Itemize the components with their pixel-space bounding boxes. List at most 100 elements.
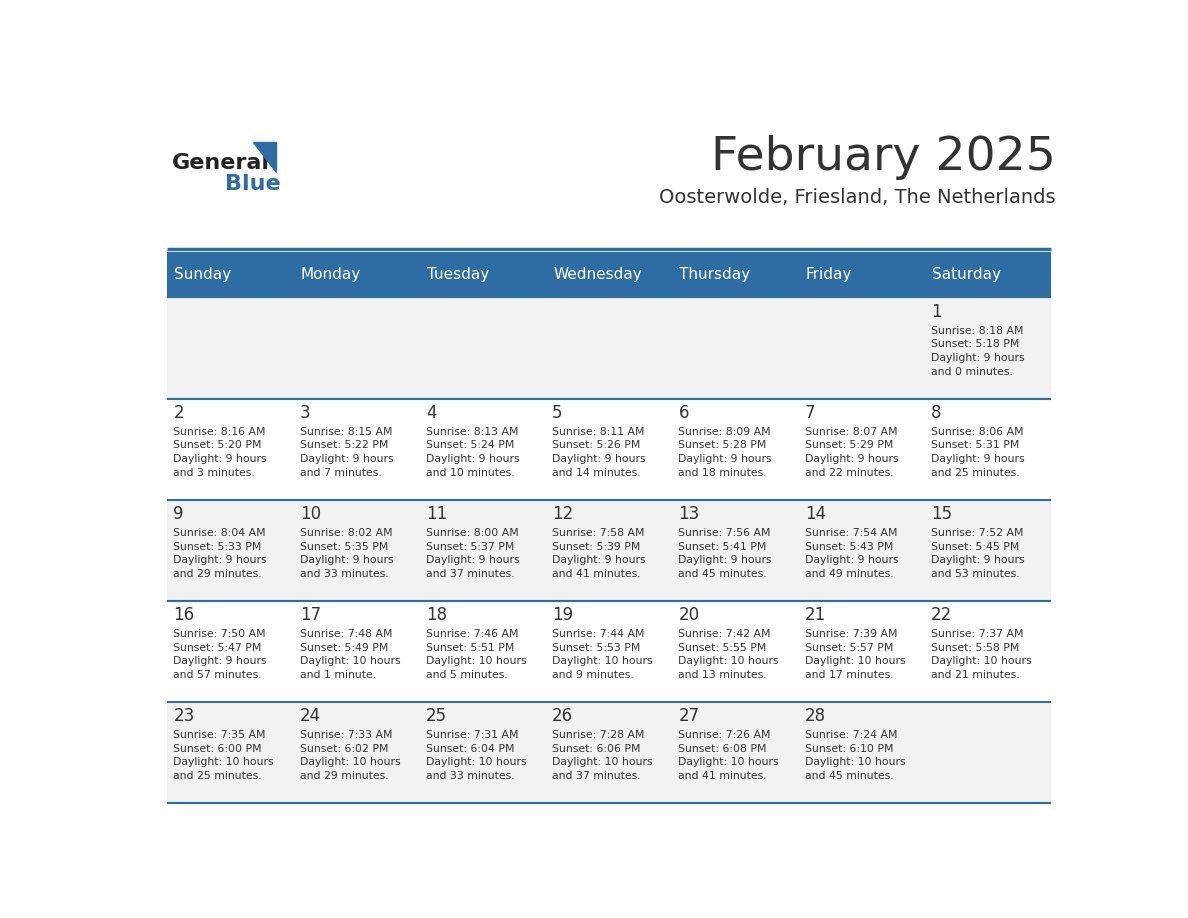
Text: 3: 3 <box>299 404 310 422</box>
Text: 22: 22 <box>931 607 953 624</box>
Bar <box>166 600 293 701</box>
Bar <box>924 499 1051 600</box>
Bar <box>166 297 293 398</box>
Bar <box>672 398 798 499</box>
Text: 15: 15 <box>931 505 952 523</box>
Text: Sunrise: 7:24 AM
Sunset: 6:10 PM
Daylight: 10 hours
and 45 minutes.: Sunrise: 7:24 AM Sunset: 6:10 PM Dayligh… <box>804 730 905 781</box>
Text: Sunrise: 7:42 AM
Sunset: 5:55 PM
Daylight: 10 hours
and 13 minutes.: Sunrise: 7:42 AM Sunset: 5:55 PM Dayligh… <box>678 629 779 680</box>
Text: 28: 28 <box>804 708 826 725</box>
Text: Sunrise: 8:16 AM
Sunset: 5:20 PM
Daylight: 9 hours
and 3 minutes.: Sunrise: 8:16 AM Sunset: 5:20 PM Dayligh… <box>173 427 267 477</box>
Text: Monday: Monday <box>301 267 361 282</box>
Text: Sunrise: 7:48 AM
Sunset: 5:49 PM
Daylight: 10 hours
and 1 minute.: Sunrise: 7:48 AM Sunset: 5:49 PM Dayligh… <box>299 629 400 680</box>
Bar <box>293 600 419 701</box>
Text: 12: 12 <box>552 505 574 523</box>
Bar <box>798 297 924 398</box>
Text: Sunrise: 7:39 AM
Sunset: 5:57 PM
Daylight: 10 hours
and 17 minutes.: Sunrise: 7:39 AM Sunset: 5:57 PM Dayligh… <box>804 629 905 680</box>
Bar <box>798 701 924 803</box>
Text: 16: 16 <box>173 607 195 624</box>
Bar <box>293 499 419 600</box>
Text: 1: 1 <box>931 303 942 321</box>
Bar <box>672 499 798 600</box>
Polygon shape <box>253 142 276 173</box>
Text: Sunrise: 8:11 AM
Sunset: 5:26 PM
Daylight: 9 hours
and 14 minutes.: Sunrise: 8:11 AM Sunset: 5:26 PM Dayligh… <box>552 427 646 477</box>
Text: Wednesday: Wednesday <box>554 267 642 282</box>
Text: Sunrise: 8:02 AM
Sunset: 5:35 PM
Daylight: 9 hours
and 33 minutes.: Sunrise: 8:02 AM Sunset: 5:35 PM Dayligh… <box>299 528 393 578</box>
Bar <box>293 701 419 803</box>
Bar <box>419 600 545 701</box>
Bar <box>924 398 1051 499</box>
Text: 23: 23 <box>173 708 195 725</box>
Bar <box>293 398 419 499</box>
Bar <box>924 600 1051 701</box>
Bar <box>166 252 293 297</box>
Text: 11: 11 <box>425 505 447 523</box>
Text: 25: 25 <box>425 708 447 725</box>
Bar <box>924 297 1051 398</box>
Text: Sunrise: 7:35 AM
Sunset: 6:00 PM
Daylight: 10 hours
and 25 minutes.: Sunrise: 7:35 AM Sunset: 6:00 PM Dayligh… <box>173 730 274 781</box>
Bar <box>545 252 672 297</box>
Text: 14: 14 <box>804 505 826 523</box>
Text: 21: 21 <box>804 607 826 624</box>
Bar <box>545 701 672 803</box>
Text: 4: 4 <box>425 404 436 422</box>
Bar <box>924 252 1051 297</box>
Text: Sunrise: 7:33 AM
Sunset: 6:02 PM
Daylight: 10 hours
and 29 minutes.: Sunrise: 7:33 AM Sunset: 6:02 PM Dayligh… <box>299 730 400 781</box>
Text: Sunrise: 8:06 AM
Sunset: 5:31 PM
Daylight: 9 hours
and 25 minutes.: Sunrise: 8:06 AM Sunset: 5:31 PM Dayligh… <box>931 427 1024 477</box>
Text: Sunrise: 7:58 AM
Sunset: 5:39 PM
Daylight: 9 hours
and 41 minutes.: Sunrise: 7:58 AM Sunset: 5:39 PM Dayligh… <box>552 528 646 578</box>
Bar <box>545 499 672 600</box>
Bar <box>419 252 545 297</box>
Text: Sunrise: 8:00 AM
Sunset: 5:37 PM
Daylight: 9 hours
and 37 minutes.: Sunrise: 8:00 AM Sunset: 5:37 PM Dayligh… <box>425 528 519 578</box>
Text: Saturday: Saturday <box>931 267 1000 282</box>
Text: General: General <box>171 152 270 173</box>
Text: Sunrise: 8:13 AM
Sunset: 5:24 PM
Daylight: 9 hours
and 10 minutes.: Sunrise: 8:13 AM Sunset: 5:24 PM Dayligh… <box>425 427 519 477</box>
Text: 24: 24 <box>299 708 321 725</box>
Text: 13: 13 <box>678 505 700 523</box>
Bar <box>672 297 798 398</box>
Bar <box>419 398 545 499</box>
Text: Sunday: Sunday <box>175 267 232 282</box>
Text: 20: 20 <box>678 607 700 624</box>
Text: Sunrise: 8:15 AM
Sunset: 5:22 PM
Daylight: 9 hours
and 7 minutes.: Sunrise: 8:15 AM Sunset: 5:22 PM Dayligh… <box>299 427 393 477</box>
Bar <box>672 701 798 803</box>
Text: 9: 9 <box>173 505 184 523</box>
Text: 2: 2 <box>173 404 184 422</box>
Text: Sunrise: 7:31 AM
Sunset: 6:04 PM
Daylight: 10 hours
and 33 minutes.: Sunrise: 7:31 AM Sunset: 6:04 PM Dayligh… <box>425 730 526 781</box>
Text: 17: 17 <box>299 607 321 624</box>
Bar <box>672 600 798 701</box>
Bar <box>293 252 419 297</box>
Text: 19: 19 <box>552 607 574 624</box>
Text: Sunrise: 7:28 AM
Sunset: 6:06 PM
Daylight: 10 hours
and 37 minutes.: Sunrise: 7:28 AM Sunset: 6:06 PM Dayligh… <box>552 730 652 781</box>
Bar <box>672 252 798 297</box>
Text: 7: 7 <box>804 404 815 422</box>
Text: Oosterwolde, Friesland, The Netherlands: Oosterwolde, Friesland, The Netherlands <box>659 188 1055 207</box>
Text: Blue: Blue <box>225 174 280 194</box>
Text: Friday: Friday <box>805 267 852 282</box>
Bar <box>166 701 293 803</box>
Text: 8: 8 <box>931 404 941 422</box>
Text: 18: 18 <box>425 607 447 624</box>
Bar <box>166 398 293 499</box>
Bar <box>419 297 545 398</box>
Text: Sunrise: 7:46 AM
Sunset: 5:51 PM
Daylight: 10 hours
and 5 minutes.: Sunrise: 7:46 AM Sunset: 5:51 PM Dayligh… <box>425 629 526 680</box>
Text: 27: 27 <box>678 708 700 725</box>
Text: Sunrise: 7:26 AM
Sunset: 6:08 PM
Daylight: 10 hours
and 41 minutes.: Sunrise: 7:26 AM Sunset: 6:08 PM Dayligh… <box>678 730 779 781</box>
Text: Sunrise: 7:44 AM
Sunset: 5:53 PM
Daylight: 10 hours
and 9 minutes.: Sunrise: 7:44 AM Sunset: 5:53 PM Dayligh… <box>552 629 652 680</box>
Bar <box>419 499 545 600</box>
Text: Tuesday: Tuesday <box>426 267 489 282</box>
Text: Sunrise: 8:18 AM
Sunset: 5:18 PM
Daylight: 9 hours
and 0 minutes.: Sunrise: 8:18 AM Sunset: 5:18 PM Dayligh… <box>931 326 1024 376</box>
Bar <box>798 398 924 499</box>
Text: 10: 10 <box>299 505 321 523</box>
Text: Sunrise: 7:54 AM
Sunset: 5:43 PM
Daylight: 9 hours
and 49 minutes.: Sunrise: 7:54 AM Sunset: 5:43 PM Dayligh… <box>804 528 898 578</box>
Text: Sunrise: 7:52 AM
Sunset: 5:45 PM
Daylight: 9 hours
and 53 minutes.: Sunrise: 7:52 AM Sunset: 5:45 PM Dayligh… <box>931 528 1024 578</box>
Bar <box>545 297 672 398</box>
Bar <box>166 499 293 600</box>
Text: Thursday: Thursday <box>680 267 751 282</box>
Text: Sunrise: 8:07 AM
Sunset: 5:29 PM
Daylight: 9 hours
and 22 minutes.: Sunrise: 8:07 AM Sunset: 5:29 PM Dayligh… <box>804 427 898 477</box>
Text: Sunrise: 7:56 AM
Sunset: 5:41 PM
Daylight: 9 hours
and 45 minutes.: Sunrise: 7:56 AM Sunset: 5:41 PM Dayligh… <box>678 528 772 578</box>
Text: Sunrise: 8:09 AM
Sunset: 5:28 PM
Daylight: 9 hours
and 18 minutes.: Sunrise: 8:09 AM Sunset: 5:28 PM Dayligh… <box>678 427 772 477</box>
Text: Sunrise: 7:37 AM
Sunset: 5:58 PM
Daylight: 10 hours
and 21 minutes.: Sunrise: 7:37 AM Sunset: 5:58 PM Dayligh… <box>931 629 1031 680</box>
Text: 5: 5 <box>552 404 563 422</box>
Text: 6: 6 <box>678 404 689 422</box>
Text: 26: 26 <box>552 708 574 725</box>
Bar <box>798 499 924 600</box>
